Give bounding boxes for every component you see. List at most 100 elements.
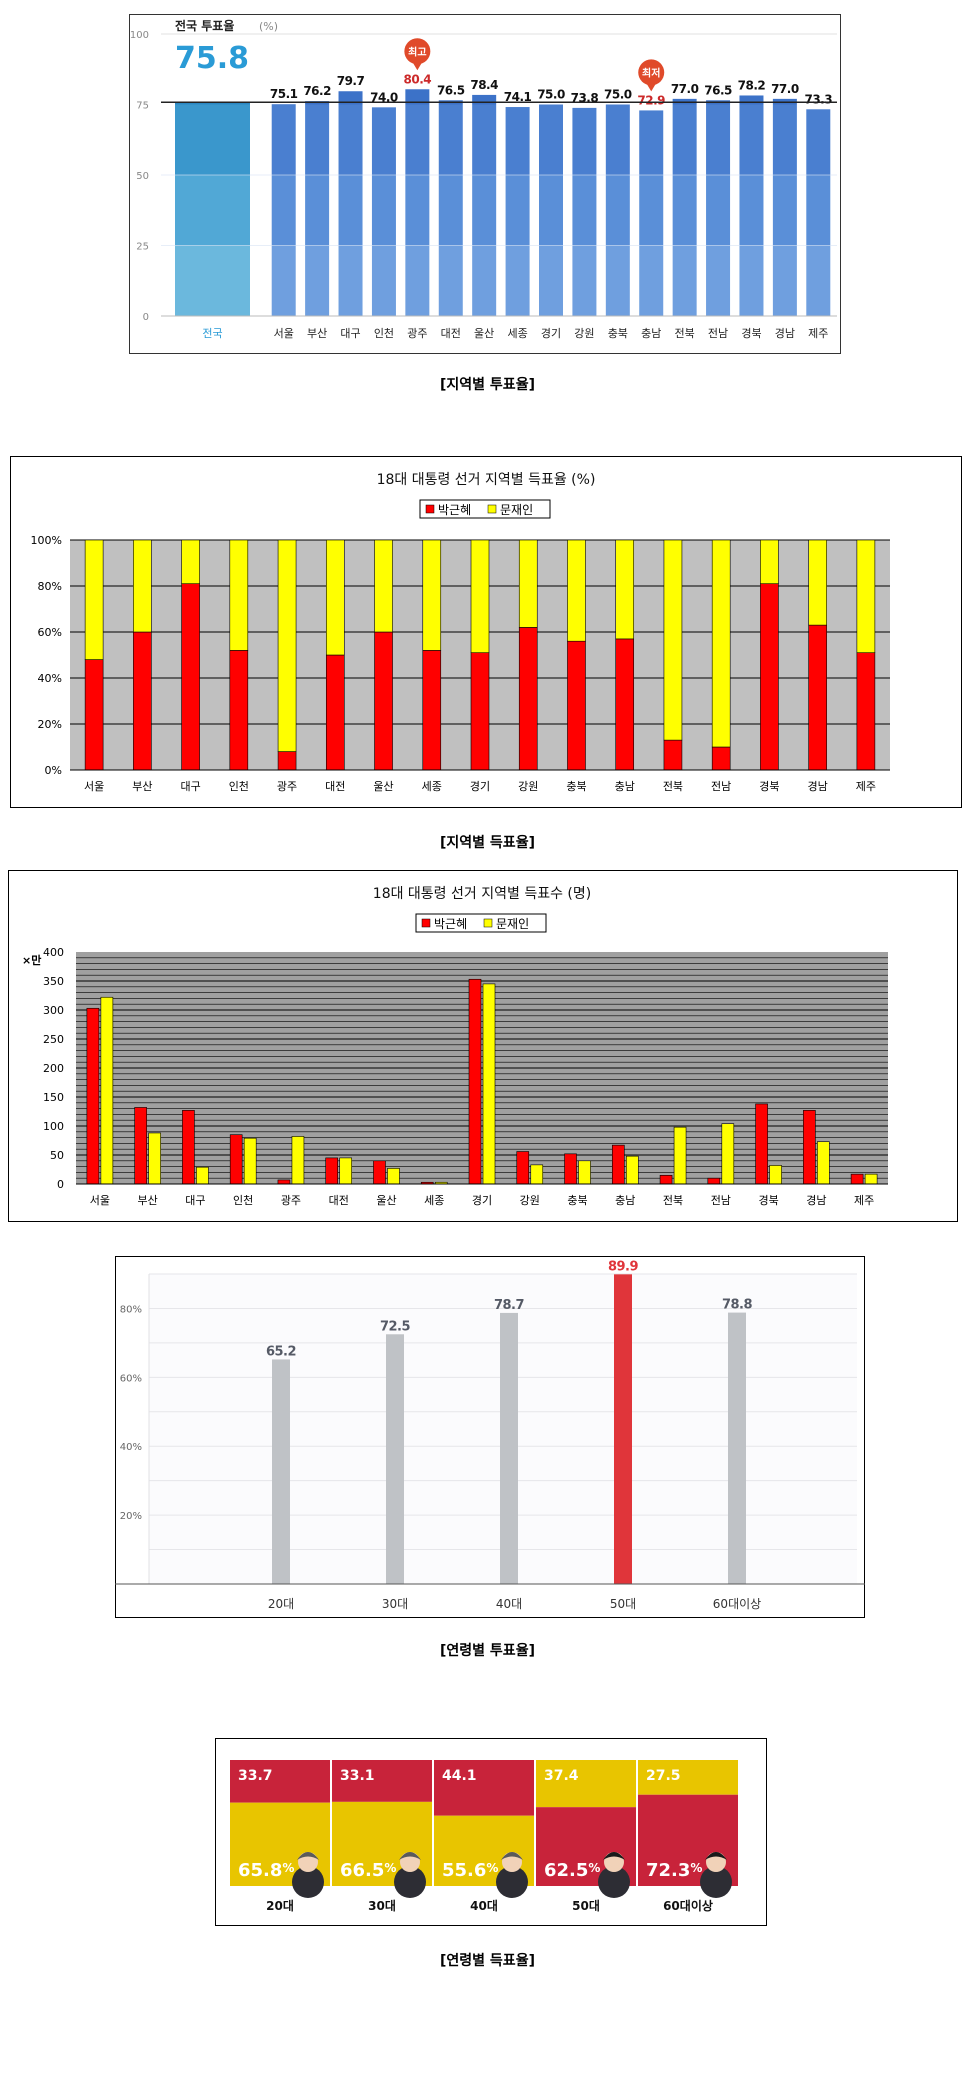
turnout-value-label: 76.2 bbox=[303, 84, 331, 98]
y-tick-label: 40% bbox=[120, 1442, 142, 1453]
turnout-bar bbox=[639, 175, 664, 246]
region-label: 충북 bbox=[608, 327, 628, 340]
bar-moon bbox=[243, 1137, 257, 1185]
chart-title: 18대 대통령 선거 지역별 득표율 (%) bbox=[377, 472, 596, 488]
region-label: 경기 bbox=[541, 327, 561, 340]
bar-park bbox=[182, 1110, 195, 1185]
region-label: 경기 bbox=[472, 1194, 492, 1207]
turnout-bar bbox=[371, 175, 396, 246]
turnout-bar bbox=[271, 104, 296, 175]
age-share-caption: [연령별 득표율] bbox=[440, 1953, 535, 1969]
bar-moon bbox=[84, 539, 104, 660]
turnout-bar bbox=[405, 175, 430, 246]
bar-park bbox=[422, 650, 442, 771]
region-label: 세종 bbox=[422, 780, 442, 793]
turnout-value-label: 79.7 bbox=[337, 74, 365, 88]
bar-moon bbox=[760, 539, 779, 585]
legend-label-park: 박근혜 bbox=[434, 917, 467, 931]
legend-box bbox=[419, 499, 551, 519]
turnout-bar bbox=[438, 245, 463, 316]
age-share-winner-label: 72.3% bbox=[646, 1860, 702, 1881]
badge-marker bbox=[404, 38, 431, 65]
age-share-loser-segment bbox=[332, 1760, 432, 1802]
age-category-label: 50대 bbox=[610, 1597, 636, 1611]
turnout-bar bbox=[338, 104, 363, 175]
region-label: 대구 bbox=[185, 1194, 205, 1207]
age-share-loser-label: 33.7 bbox=[238, 1768, 273, 1784]
y-tick-label: 0% bbox=[45, 764, 62, 777]
age-share-loser-segment bbox=[434, 1760, 534, 1816]
bar-moon bbox=[721, 1123, 735, 1185]
age-turnout-chart: 20% 40% 60% 80% 65.2 20대 72.5 30대 78.7 40대 89.9 50대… bbox=[115, 1256, 865, 1618]
turnout-bar bbox=[739, 175, 764, 246]
age-share-loser-segment bbox=[638, 1760, 738, 1795]
turnout-bar bbox=[438, 104, 463, 175]
turnout-bar bbox=[405, 104, 430, 175]
bar-moon bbox=[181, 539, 200, 585]
region-label: 경남 bbox=[775, 327, 795, 340]
age-share-loser-label: 44.1 bbox=[442, 1768, 477, 1784]
y-axis-unit: ×만 bbox=[22, 953, 41, 967]
region-label: 전남 bbox=[711, 1194, 731, 1207]
region-label: 전북 bbox=[663, 1194, 683, 1207]
turnout-bar bbox=[338, 91, 363, 105]
turnout-bar bbox=[472, 245, 497, 316]
bar-park bbox=[181, 583, 200, 771]
y-tick-label: 20% bbox=[38, 718, 62, 731]
badge-pointer bbox=[645, 81, 658, 92]
turnout-value-label: 73.8 bbox=[571, 91, 599, 105]
y-tick-label: 50 bbox=[136, 171, 149, 182]
legend-swatch-park bbox=[425, 504, 435, 514]
region-label: 강원 bbox=[574, 327, 594, 340]
region-label: 경남 bbox=[808, 780, 828, 793]
national-turnout-unit: (%) bbox=[259, 20, 278, 33]
turnout-bar bbox=[706, 104, 731, 175]
turnout-bar bbox=[772, 104, 797, 175]
turnout-bar bbox=[806, 175, 831, 246]
percent-sign: % bbox=[384, 1861, 396, 1875]
region-label: 대구 bbox=[340, 327, 360, 340]
turnout-bar bbox=[539, 104, 563, 175]
legend-box bbox=[415, 913, 547, 933]
turnout-bar bbox=[371, 245, 396, 316]
region-label: 충남 bbox=[615, 1194, 635, 1207]
region-label: 충남 bbox=[615, 780, 635, 793]
bar-moon bbox=[615, 539, 635, 640]
portrait-hair-icon bbox=[603, 1852, 625, 1860]
age-share-winner-label: 65.8% bbox=[238, 1860, 294, 1881]
y-tick-label: 100% bbox=[31, 534, 62, 547]
bar-moon bbox=[864, 1173, 878, 1185]
region-label: 전북 bbox=[663, 780, 683, 793]
region-label: 부산 bbox=[132, 780, 152, 793]
bar-park bbox=[663, 739, 683, 771]
turnout-bar bbox=[505, 245, 530, 316]
age-category-label: 60대이상 bbox=[713, 1597, 761, 1611]
region-label: 서울 bbox=[84, 780, 104, 793]
badge-pointer bbox=[411, 60, 424, 71]
portrait-body-icon bbox=[598, 1866, 630, 1898]
region-label: 전남 bbox=[708, 327, 728, 340]
national-bar-segment bbox=[175, 102, 250, 105]
bar-moon bbox=[339, 1157, 353, 1185]
bar-moon bbox=[229, 539, 249, 651]
bar-moon bbox=[769, 1165, 782, 1185]
region-label: 세종 bbox=[507, 327, 527, 340]
region-label: 경기 bbox=[470, 780, 490, 793]
y-tick-label: 350 bbox=[43, 975, 64, 988]
region-label: 제주 bbox=[808, 327, 828, 340]
turnout-bar bbox=[539, 245, 563, 316]
region-label: 인천 bbox=[233, 1193, 253, 1207]
age-category-label: 20대 bbox=[268, 1597, 294, 1611]
turnout-bar bbox=[472, 94, 497, 105]
age-turnout-value-label: 65.2 bbox=[266, 1344, 296, 1359]
region-label: 울산 bbox=[376, 1194, 396, 1207]
age-share-chart: 33.7 65.8% 20대 33.1 66.5% 30대 44.1 55.6% 40대 37.4… bbox=[215, 1738, 767, 1926]
legend-swatch-moon bbox=[487, 504, 497, 514]
age-turnout-value-label: 78.8 bbox=[722, 1298, 753, 1313]
region-label: 광주 bbox=[407, 327, 427, 340]
bar-moon bbox=[518, 539, 538, 628]
bar-park bbox=[850, 1173, 864, 1185]
age-share-loser-segment bbox=[230, 1760, 330, 1803]
turnout-value-label: 75.0 bbox=[537, 88, 565, 102]
bar-moon bbox=[673, 1126, 687, 1185]
